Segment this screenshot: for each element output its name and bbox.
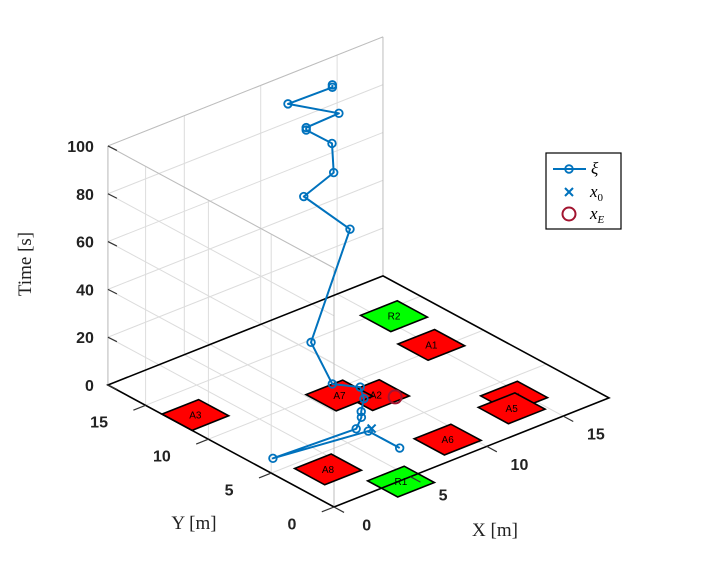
grid-line-backwall-z <box>107 227 384 338</box>
region-a6: A6 <box>412 423 483 456</box>
region-a1: A1 <box>396 328 467 362</box>
region-square <box>292 453 364 486</box>
trajectory-point <box>327 80 338 90</box>
trajectory-line <box>271 84 401 460</box>
x-axis-label: X [m] <box>472 520 518 541</box>
x-tick-mark <box>486 445 498 453</box>
grid-line-backwall-z <box>107 179 384 290</box>
region-label: R1 <box>395 477 408 488</box>
z-axis-label: Time [s] <box>15 232 36 296</box>
tick-labels: 0 5 10 15 0 5 10 15 0 20 40 60 80 100 <box>67 139 605 535</box>
region-label: A5 <box>506 404 519 415</box>
x-tick-label: 15 <box>587 427 605 444</box>
trajectory-point <box>355 382 365 392</box>
grid-line-leftwall-z <box>107 288 335 412</box>
legend-end-swatch <box>561 206 577 222</box>
trajectory-point <box>356 406 366 417</box>
trajectory-point <box>301 122 311 133</box>
grid-line-floor-y <box>271 363 547 474</box>
legend: ξ x0 xE <box>545 152 622 230</box>
region-a8: A8 <box>292 453 364 486</box>
y-tick-mark <box>195 438 209 445</box>
region-label: A1 <box>425 340 438 351</box>
z-tick-label: 80 <box>76 187 94 204</box>
trajectory-point <box>394 443 405 453</box>
y-tick-mark <box>133 404 146 411</box>
grid-line-leftwall-z <box>107 193 335 317</box>
region-label: A6 <box>442 435 455 446</box>
trajectory-point <box>327 138 337 149</box>
y-tick-mark <box>258 472 272 479</box>
x-tick-mark <box>333 506 345 513</box>
x-tick-label: 10 <box>511 457 529 474</box>
region-label: R2 <box>388 312 401 323</box>
y-tick-label: 0 <box>287 516 296 533</box>
region-square <box>396 328 467 362</box>
x-tick-mark <box>562 415 574 423</box>
z-tick-label: 40 <box>76 282 94 299</box>
region-square <box>476 392 547 425</box>
trajectory-point <box>306 337 316 348</box>
z-tick-label: 20 <box>76 330 94 347</box>
y-tick-label: 5 <box>225 482 234 499</box>
trajectory-point <box>363 426 373 436</box>
y-tick-label: 10 <box>153 449 171 466</box>
z-tick-mark <box>107 288 118 295</box>
box-edge-top-back <box>107 36 384 147</box>
trajectory-point <box>351 424 361 434</box>
trajectory-series <box>268 80 405 463</box>
trajectory-point <box>327 379 338 389</box>
region-square <box>358 299 430 333</box>
y-tick-mark <box>321 506 335 513</box>
start-cross-stroke <box>366 423 377 434</box>
region-label: A7 <box>333 391 346 402</box>
trajectory-point <box>334 108 344 118</box>
box-edge-top-left <box>107 145 335 269</box>
trajectory-point <box>283 99 293 109</box>
end-point-marker <box>387 389 403 405</box>
x-tick-label: 5 <box>439 487 448 504</box>
x-tick-mark <box>410 476 421 483</box>
grid-line-backwall-z <box>107 84 384 195</box>
regions: A1A2A3A4A5A6A7A8R1R2 <box>160 299 550 498</box>
z-tick-mark <box>107 193 118 199</box>
legend-circle-swatch <box>564 164 574 174</box>
legend-box <box>545 152 622 230</box>
grid-line-backwall-z <box>107 132 384 243</box>
trajectory-point <box>359 393 369 404</box>
region-a5: A5 <box>476 392 547 425</box>
legend-label-trajectory: ξ <box>591 159 599 178</box>
z-tick-label: 0 <box>85 378 94 395</box>
region-square <box>412 423 483 456</box>
z-tick-mark <box>107 145 118 151</box>
legend-cross-swatch <box>564 187 574 197</box>
z-tick-label: 60 <box>76 235 94 252</box>
z-tick-mark <box>107 241 118 247</box>
z-tick-mark <box>107 384 118 390</box>
axis-labels: X [m] Y [m] Time [s] <box>15 232 518 541</box>
legend-entry-trajectory: ξ <box>553 159 599 178</box>
y-axis-label: Y [m] <box>171 513 216 534</box>
region-label: A3 <box>189 410 202 421</box>
trajectory-point <box>345 224 355 234</box>
region-label: A2 <box>370 391 383 402</box>
x-tick-label: 0 <box>362 518 371 535</box>
grid-line-leftwall-z <box>107 336 335 460</box>
z-tick-mark <box>107 336 118 343</box>
floor-border <box>106 275 611 508</box>
z-tick-label: 100 <box>67 139 94 156</box>
trajectory-point <box>356 412 367 423</box>
region-label: A8 <box>322 465 335 476</box>
trajectory-point <box>328 167 339 178</box>
grid-line-leftwall-z <box>107 241 335 365</box>
trajectory-point <box>299 191 309 202</box>
start-point-marker <box>366 423 377 434</box>
trajectory-point <box>268 453 278 463</box>
region-r2: R2 <box>358 299 430 333</box>
y-tick-label: 15 <box>90 415 108 432</box>
